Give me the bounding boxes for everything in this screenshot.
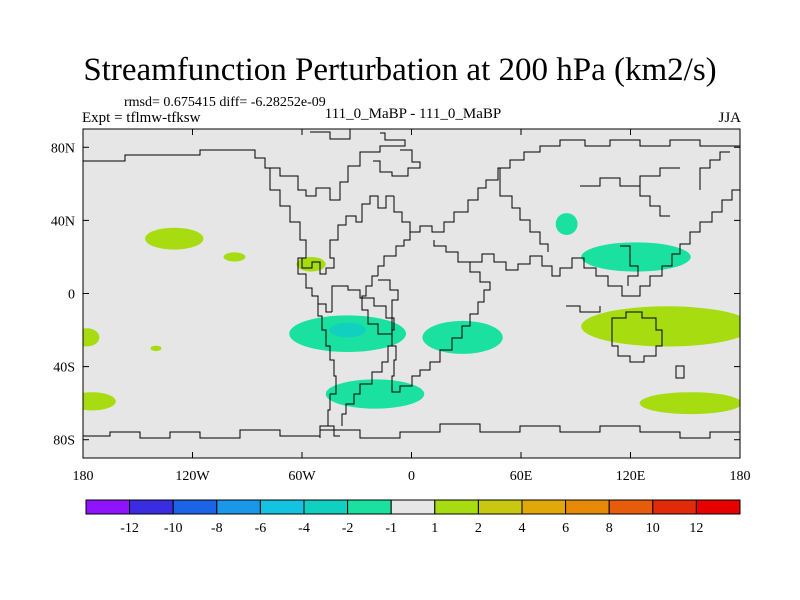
x-tick-label-6: 180 [730,469,751,484]
colorbar-label-7: 1 [431,521,438,536]
contour-region-11 [325,379,425,409]
y-tick-label-1: 40N [51,214,75,229]
contour-region-5 [83,392,116,411]
contour-region-6 [555,213,578,236]
colorbar-box-2 [172,499,218,515]
contour-region-4 [150,345,162,352]
x-tick-label-3: 0 [408,469,415,484]
contour-region-10 [329,322,366,338]
colorbar-box-8 [434,499,479,515]
colorbar-label-6: -1 [385,521,397,536]
x-tick-label-0: 180 [73,469,94,484]
colorbar-label-0: -12 [120,521,139,536]
stats-label: rmsd= 0.675415 diff= -6.28252e-09 [124,95,326,110]
colorbar-label-13: 12 [689,521,703,536]
colorbar-label-4: -4 [298,521,310,536]
colorbar-box-13 [652,499,697,515]
coastline-outlines [83,129,740,439]
contour-region-1 [223,252,246,262]
contour-region-13 [639,392,740,415]
plot-background [83,129,740,458]
colorbar-box-4 [259,499,305,515]
colorbar-box-14 [695,499,741,515]
x-tick-label-2: 60W [288,469,316,484]
colorbar-label-8: 2 [475,521,482,536]
colorbar-box-5 [303,499,349,515]
experiment-label: Expt = tflmw-tfksw [82,110,201,126]
chart-title: Streamfunction Perturbation at 200 hPa (… [83,52,717,88]
x-tick-label-5: 120E [616,469,646,484]
y-tick-label-0: 80N [51,141,75,156]
colorbar-label-2: -8 [211,521,223,536]
colorbar-label-1: -10 [164,521,183,536]
colorbar-box-11 [565,499,610,515]
contour-region-9 [422,320,503,354]
colorbar-box-7 [390,499,436,515]
colorbar-label-11: 8 [606,521,613,536]
colorbar-label-9: 4 [519,521,526,536]
x-tick-label-1: 120W [175,469,210,484]
colorbar-box-12 [608,499,654,515]
colorbar-label-10: 6 [562,521,569,536]
colorbar-box-1 [129,499,174,515]
y-tick-label-2: 0 [68,288,75,303]
contour-region-2 [296,256,326,272]
y-tick-label-4: 80S [53,434,75,449]
colorbar-label-5: -2 [342,521,354,536]
contour-region-0 [145,227,204,250]
season-label: JJA [718,110,741,126]
colorbar-box-0 [85,499,131,515]
colorbar-box-9 [477,499,523,515]
colorbar-box-3 [216,499,261,515]
colorbar-box-6 [347,499,392,515]
comparison-label: 111_0_MaBP - 111_0_MaBP [324,106,502,122]
x-tick-label-4: 60E [510,469,533,484]
contour-region-3 [83,328,100,347]
contour-region-7 [581,242,691,272]
colorbar-label-12: 10 [646,521,660,536]
y-tick-label-3: 40S [53,361,75,376]
contour-region-12 [581,306,740,347]
colorbar-label-3: -6 [255,521,267,536]
colorbar-box-10 [521,499,567,515]
